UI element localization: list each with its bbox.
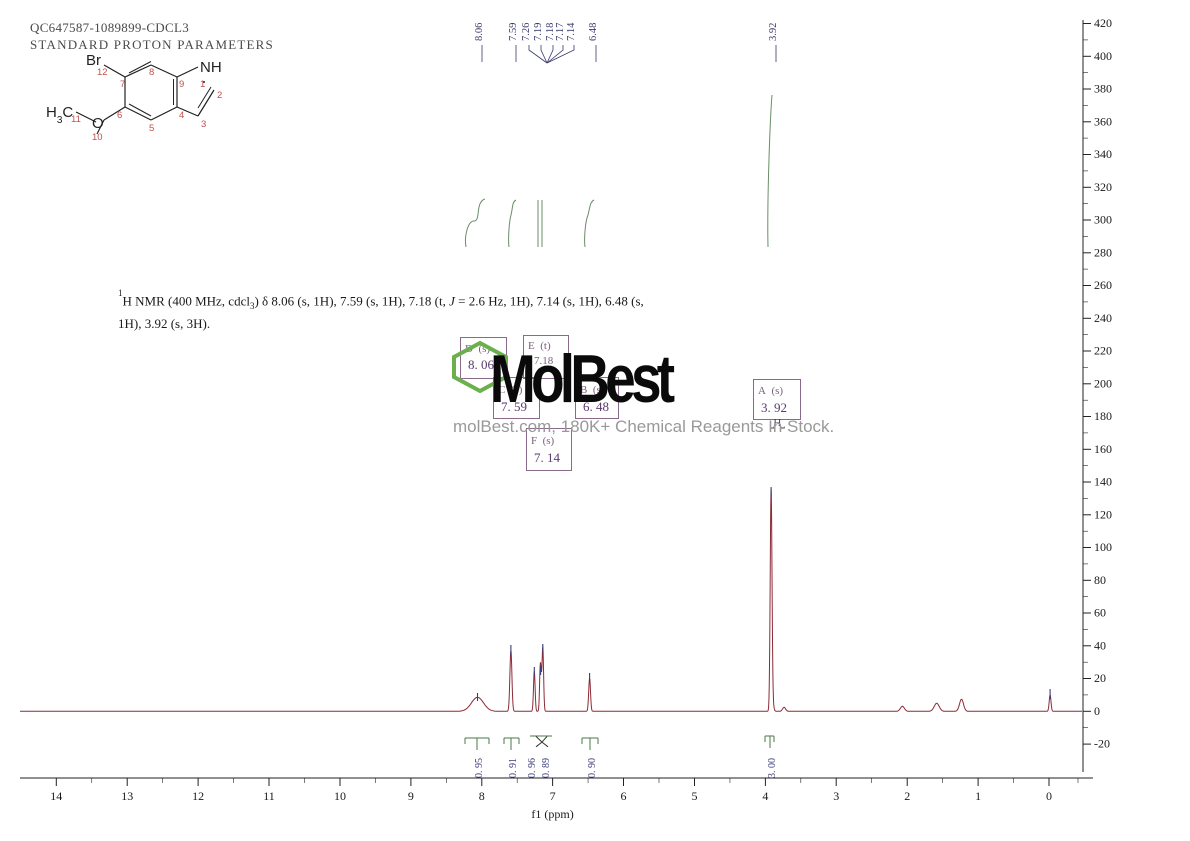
svg-text:120: 120	[1094, 507, 1112, 521]
svg-text:f1 (ppm): f1 (ppm)	[531, 807, 573, 821]
svg-text:11: 11	[263, 789, 275, 803]
svg-text:300: 300	[1094, 213, 1112, 227]
svg-text:0. 89: 0. 89	[541, 758, 552, 778]
svg-text:2: 2	[904, 789, 910, 803]
svg-text:80: 80	[1094, 573, 1106, 587]
svg-text:240: 240	[1094, 311, 1112, 325]
svg-text:280: 280	[1094, 245, 1112, 259]
svg-text:0. 96: 0. 96	[527, 758, 538, 778]
svg-text:340: 340	[1094, 147, 1112, 161]
svg-text:14: 14	[50, 789, 62, 803]
svg-text:320: 320	[1094, 180, 1112, 194]
svg-text:3: 3	[833, 789, 839, 803]
svg-text:0. 90: 0. 90	[587, 758, 598, 778]
svg-text:5: 5	[692, 789, 698, 803]
svg-text:160: 160	[1094, 442, 1112, 456]
svg-text:360: 360	[1094, 114, 1112, 128]
svg-text:-20: -20	[1094, 737, 1110, 751]
svg-text:8: 8	[479, 789, 485, 803]
svg-text:380: 380	[1094, 82, 1112, 96]
svg-text:7: 7	[550, 789, 556, 803]
svg-text:0: 0	[1094, 704, 1100, 718]
svg-text:140: 140	[1094, 475, 1112, 489]
svg-text:200: 200	[1094, 376, 1112, 390]
svg-text:12: 12	[192, 789, 204, 803]
svg-text:0. 95: 0. 95	[474, 758, 485, 778]
svg-text:6: 6	[621, 789, 627, 803]
svg-text:400: 400	[1094, 49, 1112, 63]
svg-text:100: 100	[1094, 540, 1112, 554]
svg-text:260: 260	[1094, 278, 1112, 292]
svg-text:420: 420	[1094, 16, 1112, 30]
svg-text:1: 1	[975, 789, 981, 803]
svg-text:13: 13	[121, 789, 133, 803]
svg-text:220: 220	[1094, 344, 1112, 358]
svg-text:10: 10	[334, 789, 346, 803]
svg-text:4: 4	[762, 789, 768, 803]
svg-text:0: 0	[1046, 789, 1052, 803]
svg-text:9: 9	[408, 789, 414, 803]
svg-text:20: 20	[1094, 671, 1106, 685]
svg-text:0. 91: 0. 91	[508, 758, 519, 778]
svg-text:180: 180	[1094, 409, 1112, 423]
svg-text:3. 00: 3. 00	[767, 758, 778, 778]
svg-text:40: 40	[1094, 638, 1106, 652]
svg-text:60: 60	[1094, 606, 1106, 620]
